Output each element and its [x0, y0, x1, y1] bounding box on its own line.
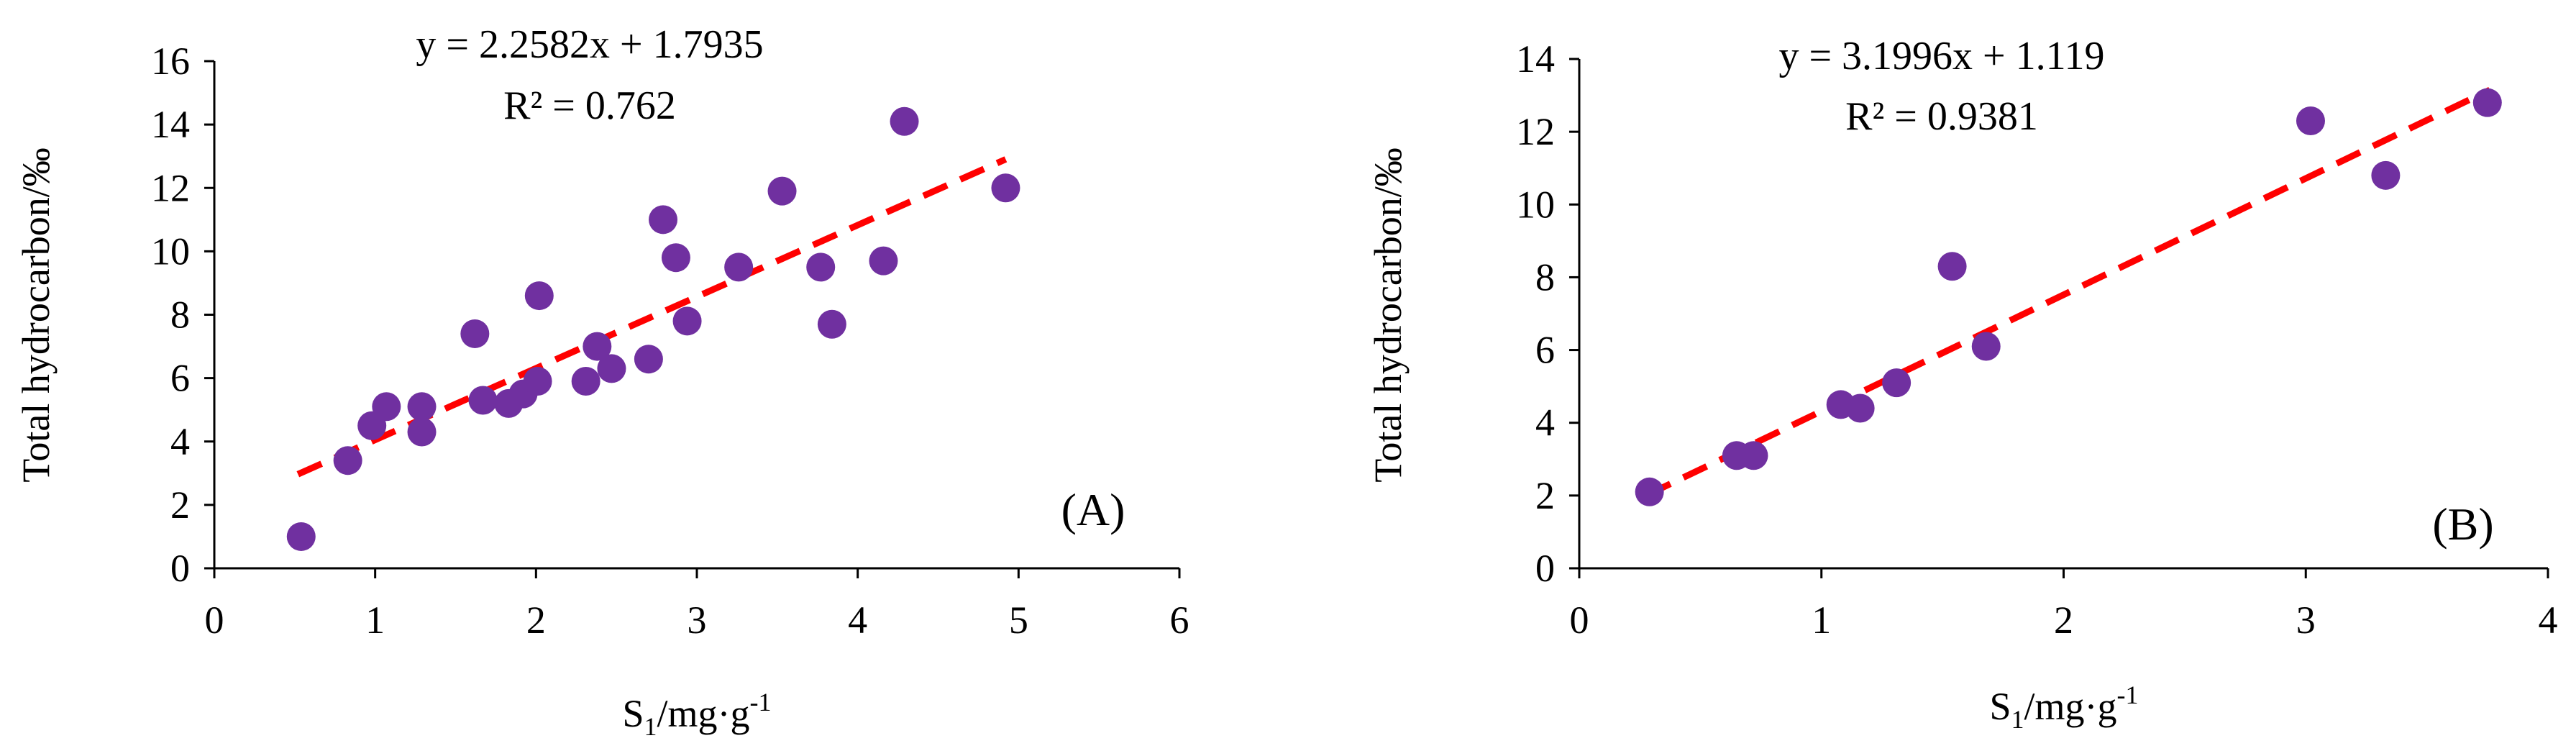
x-tick-label: 2: [2054, 598, 2073, 642]
data-point: [571, 367, 600, 396]
y-tick-label: 0: [170, 547, 190, 590]
y-tick-label: 4: [170, 420, 190, 463]
r-squared-label: R² = 0.9381: [1845, 94, 2038, 139]
data-point: [1971, 332, 2001, 361]
x-tick-label: 3: [688, 598, 707, 642]
data-point: [286, 522, 316, 551]
x-tick-labels: 0 1 2 3 4 5 6: [205, 598, 1189, 642]
x-tick-label: 2: [526, 598, 546, 642]
y-tick-label: 2: [170, 483, 190, 527]
data-point: [597, 354, 626, 383]
x-tick-label: 0: [205, 598, 224, 642]
data-point: [1739, 441, 1768, 470]
x-tick-label: 4: [2539, 598, 2558, 642]
x-tick-label: 0: [1570, 598, 1589, 642]
ticks: [1569, 58, 2549, 578]
ticks: [204, 60, 1181, 578]
x-axis-title: S1/mg·g-1: [622, 688, 771, 741]
data-point: [869, 246, 898, 276]
data-points: [286, 106, 1020, 551]
data-point: [468, 386, 498, 415]
x-tick-label: 6: [1170, 598, 1189, 642]
data-point: [583, 332, 612, 361]
y-tick-label: 14: [151, 103, 190, 146]
y-tick-label: 12: [151, 166, 190, 209]
data-point: [817, 309, 846, 339]
y-tick-label: 8: [170, 293, 190, 337]
data-point: [2472, 88, 2502, 117]
y-tick-labels: 0 2 4 6 8 10 12 14: [1516, 37, 1555, 590]
y-axis-title: Total hydrocarbon/‰: [1366, 147, 1410, 483]
data-point: [1845, 393, 1875, 423]
data-point: [1937, 252, 1967, 281]
data-point: [661, 243, 690, 273]
data-point: [724, 252, 754, 282]
y-tick-label: 0: [1535, 547, 1555, 590]
y-tick-label: 10: [151, 229, 190, 273]
y-tick-labels: 0 2 4 6 8 10 12 14 16: [151, 40, 190, 590]
y-tick-label: 12: [1516, 110, 1555, 153]
y-tick-label: 10: [1516, 183, 1555, 226]
x-tick-label: 1: [365, 598, 385, 642]
data-point: [2371, 160, 2401, 190]
data-point: [767, 176, 797, 206]
data-point: [524, 281, 554, 311]
data-point: [890, 106, 919, 136]
x-axis-title: S1/mg·g-1: [1989, 681, 2138, 734]
panel-label: (A): [1061, 484, 1125, 535]
data-point: [460, 319, 490, 348]
y-axis-title: Total hydrocarbon/‰: [14, 147, 58, 483]
data-point: [806, 252, 836, 282]
y-tick-label: 16: [151, 40, 190, 83]
x-tick-label: 4: [848, 598, 867, 642]
x-tick-label: 3: [2296, 598, 2316, 642]
data-point: [991, 173, 1020, 203]
y-tick-label: 6: [170, 357, 190, 400]
equation-label: y = 3.1996x + 1.119: [1778, 34, 2104, 78]
y-tick-label: 8: [1535, 255, 1555, 299]
y-tick-label: 2: [1535, 474, 1555, 517]
trendline: [296, 156, 1008, 478]
data-point: [333, 446, 362, 475]
data-point: [407, 417, 437, 447]
data-point: [672, 306, 702, 336]
equation-label: y = 2.2582x + 1.7935: [416, 22, 763, 67]
data-point: [634, 345, 663, 374]
data-point: [372, 392, 401, 422]
x-tick-label: 5: [1009, 598, 1028, 642]
data-point: [407, 392, 437, 422]
data-point: [2296, 106, 2325, 135]
data-point: [1635, 477, 1664, 506]
trendline: [1645, 86, 2492, 499]
data-points: [1635, 88, 2502, 506]
x-tick-labels: 0 1 2 3 4: [1570, 598, 2558, 642]
data-point: [1882, 368, 1912, 398]
x-tick-label: 1: [1812, 598, 1831, 642]
y-tick-label: 6: [1535, 329, 1555, 372]
r-squared-label: R² = 0.762: [503, 83, 676, 128]
panel-label: (B): [2432, 499, 2493, 550]
data-point: [523, 367, 552, 396]
data-point: [649, 205, 678, 235]
y-tick-label: 4: [1535, 401, 1555, 445]
y-tick-label: 14: [1516, 37, 1555, 81]
